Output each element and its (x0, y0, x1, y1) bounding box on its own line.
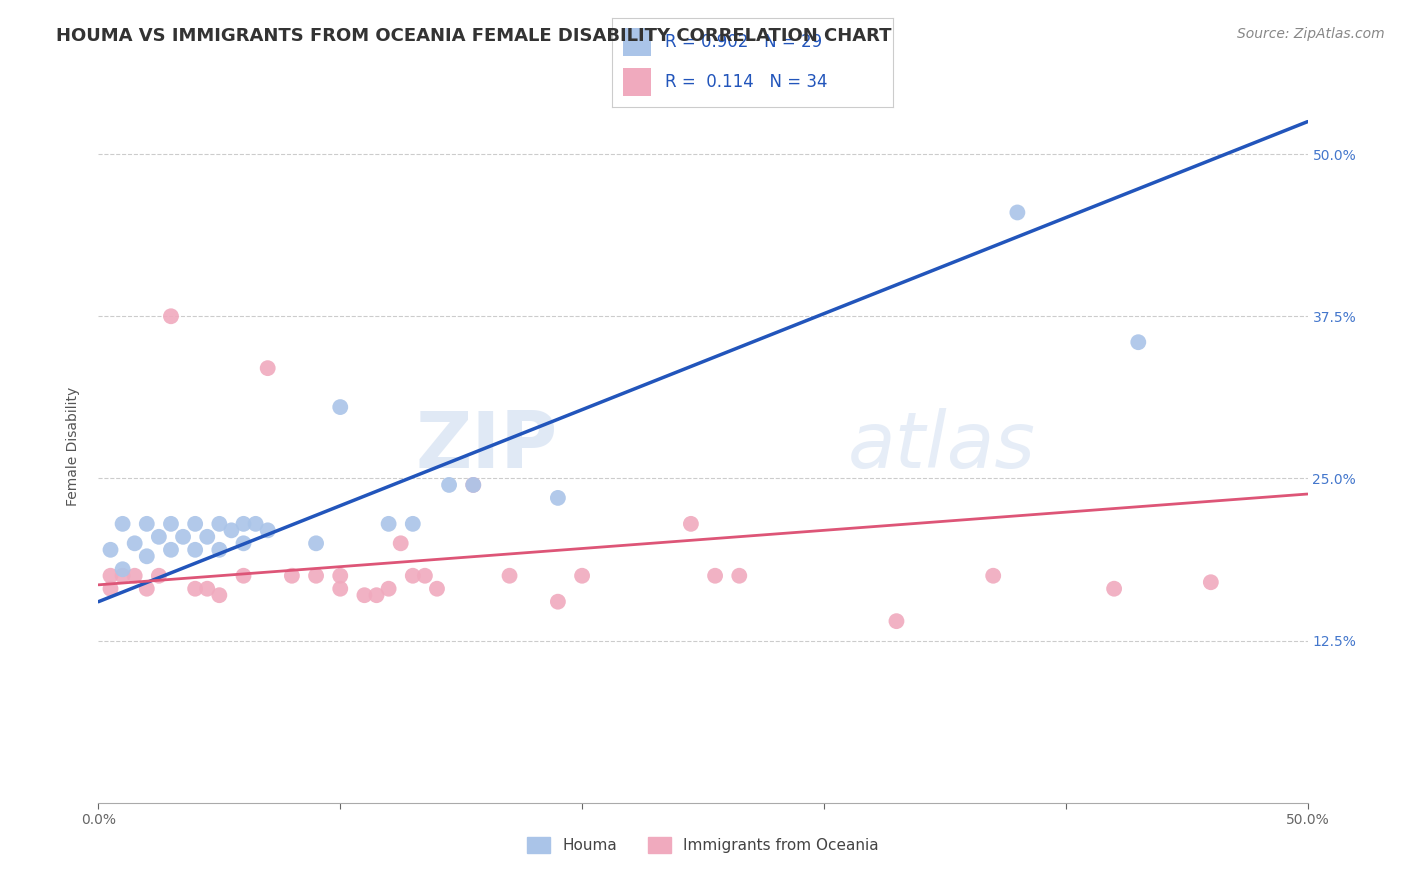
Point (232, 568, 254, 582)
Point (148, 530, 170, 544)
Point (389, 536, 412, 550)
Point (160, 310, 183, 324)
Point (208, 542, 231, 557)
Text: Source: ZipAtlas.com: Source: ZipAtlas.com (1237, 27, 1385, 41)
Point (437, 478, 460, 492)
Point (184, 542, 207, 557)
Point (366, 588, 388, 602)
Point (281, 568, 304, 582)
Point (232, 516, 254, 531)
Text: atlas: atlas (848, 408, 1036, 484)
Point (184, 582, 207, 596)
Point (377, 582, 399, 596)
Point (135, 516, 157, 531)
Point (232, 536, 254, 550)
Point (111, 562, 134, 576)
Point (547, 491, 569, 505)
Point (135, 549, 157, 564)
Point (100, 542, 122, 557)
Point (221, 524, 243, 538)
Point (172, 530, 194, 544)
Point (679, 516, 702, 531)
Point (195, 582, 218, 596)
Point (256, 361, 278, 376)
Text: R =  0.114   N = 34: R = 0.114 N = 34 (665, 73, 828, 91)
Point (402, 568, 425, 582)
Point (426, 582, 449, 596)
Point (1007, 205, 1029, 219)
Point (111, 516, 134, 531)
Point (305, 568, 328, 582)
Point (704, 568, 727, 582)
Point (1199, 575, 1222, 590)
Point (547, 595, 569, 609)
Point (100, 568, 122, 582)
Point (1102, 582, 1125, 596)
Point (111, 568, 134, 582)
Legend: Houma, Immigrants from Oceania: Houma, Immigrants from Oceania (522, 831, 884, 859)
Point (160, 516, 183, 531)
Point (413, 568, 436, 582)
Point (124, 536, 146, 550)
Point (184, 516, 207, 531)
Point (1128, 335, 1150, 350)
Point (728, 568, 751, 582)
Point (124, 568, 146, 582)
Point (245, 516, 267, 531)
Text: ZIP: ZIP (416, 408, 558, 484)
Point (305, 536, 328, 550)
Point (463, 478, 485, 492)
Bar (623, 28, 651, 56)
Point (329, 568, 352, 582)
Point (571, 568, 593, 582)
Point (148, 568, 170, 582)
Bar (623, 68, 651, 96)
Text: HOUMA VS IMMIGRANTS FROM OCEANIA FEMALE DISABILITY CORRELATION CHART: HOUMA VS IMMIGRANTS FROM OCEANIA FEMALE … (56, 27, 891, 45)
Point (256, 524, 278, 538)
Point (208, 588, 231, 602)
Point (329, 582, 352, 596)
Point (329, 400, 352, 414)
Y-axis label: Female Disability: Female Disability (66, 386, 80, 506)
Point (498, 568, 520, 582)
Point (402, 516, 425, 531)
Point (377, 516, 399, 531)
Point (353, 588, 375, 602)
Point (886, 614, 908, 628)
Text: R = 0.902   N = 29: R = 0.902 N = 29 (665, 33, 823, 51)
Point (160, 542, 183, 557)
Point (208, 516, 231, 531)
Point (463, 478, 485, 492)
Point (195, 530, 218, 544)
Point (981, 568, 1004, 582)
Point (100, 582, 122, 596)
Point (135, 582, 157, 596)
